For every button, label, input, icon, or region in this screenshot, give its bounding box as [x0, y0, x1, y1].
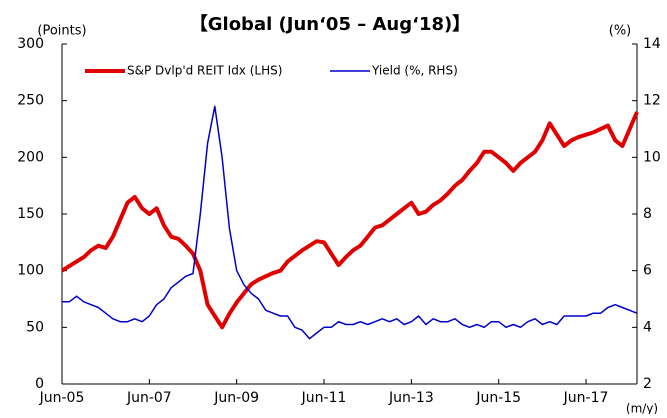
legend-label: S&P Dvlp'd REIT Idx (LHS) — [127, 64, 282, 78]
y-tick-label: 100 — [17, 263, 44, 279]
y-tick-label: 200 — [17, 149, 44, 165]
y2-tick-label: 6 — [643, 263, 652, 279]
y-tick-label: 300 — [17, 36, 44, 52]
x-tick-label: Jun-09 — [213, 390, 259, 406]
y-tick-label: 250 — [17, 93, 44, 109]
x-tick-label: Jun-11 — [301, 390, 347, 406]
y-tick-label: 0 — [35, 376, 44, 392]
x-axis-label: (m/y) — [626, 402, 658, 415]
y-tick-label: 150 — [17, 206, 44, 222]
x-tick-label: Jun-05 — [39, 390, 85, 406]
x-tick-label: Jun-13 — [388, 390, 434, 406]
y2-tick-label: 12 — [643, 93, 661, 109]
y2-tick-label: 10 — [643, 149, 661, 165]
data-line — [60, 111, 639, 330]
x-tick-label: Jun-07 — [126, 390, 172, 406]
x-tick-label: Jun-17 — [563, 390, 609, 406]
y-tick-label: 50 — [26, 319, 44, 335]
legend-label: Yield (%, RHS) — [371, 64, 458, 78]
x-tick-label: Jun-15 — [475, 390, 521, 406]
chart-title: 【Global (Jun‘05 – Aug‘18)】 — [190, 14, 471, 35]
y2-tick-label: 4 — [643, 319, 652, 335]
y2-axis-label: (%) — [609, 24, 632, 39]
y-axis-label: (Points) — [37, 24, 86, 39]
y2-tick-label: 14 — [643, 36, 661, 52]
y2-tick-label: 8 — [643, 206, 652, 222]
y2-tick-label: 2 — [643, 376, 652, 392]
data-line — [62, 105, 638, 340]
